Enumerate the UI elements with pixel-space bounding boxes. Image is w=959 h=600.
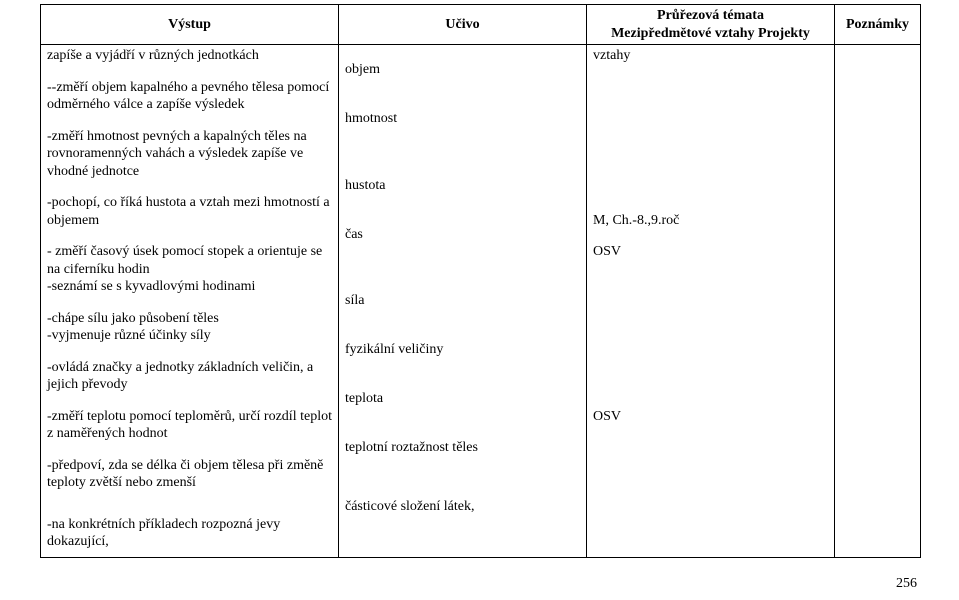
spacer xyxy=(593,118,828,128)
ucivo-item: hmotnost xyxy=(345,110,580,163)
cross-item xyxy=(593,359,828,394)
spacer xyxy=(345,167,580,177)
ucivo-item: teplotní roztažnost těles xyxy=(345,439,580,474)
spacer xyxy=(593,349,828,359)
vystup-item: - změří časový úsek pomocí stopek a orie… xyxy=(47,243,332,296)
spacer xyxy=(47,184,332,194)
ucivo-item: částicové složení látek, xyxy=(345,498,580,533)
spacer xyxy=(47,398,332,408)
spacer xyxy=(345,51,580,61)
spacer xyxy=(345,282,580,292)
cross-item xyxy=(593,457,828,492)
vystup-item: -na konkrétních příkladech rozpozná jevy… xyxy=(47,516,332,551)
spacer xyxy=(47,118,332,128)
vystup-item: -změří hmotnost pevných a kapalných těle… xyxy=(47,128,332,181)
spacer xyxy=(47,349,332,359)
cross-item: OSV xyxy=(593,243,828,296)
spacer xyxy=(593,506,828,516)
page-number: 256 xyxy=(896,576,917,592)
cross-item: M, Ch.-8.,9.roč xyxy=(593,194,828,229)
cell-cross: vztahy M, Ch.-8.,9.roč OSV OSV xyxy=(587,45,835,558)
spacer xyxy=(345,331,580,341)
cross-item xyxy=(593,310,828,345)
ucivo-item: teplota xyxy=(345,390,580,425)
cell-ucivo: objem hmotnost hustota čas síla fyzikáln… xyxy=(339,45,587,558)
spacer xyxy=(345,216,580,226)
spacer xyxy=(593,398,828,408)
cell-notes xyxy=(835,45,921,558)
table-header: Výstup Učivo Průřezová témata Mezipředmě… xyxy=(41,5,921,45)
vystup-item: --změří objem kapalného a pevného tělesa… xyxy=(47,79,332,114)
vystup-item: -změří teplotu pomocí teploměrů, určí ro… xyxy=(47,408,332,443)
ucivo-item: čas xyxy=(345,226,580,279)
cross-item: OSV xyxy=(593,408,828,443)
spacer xyxy=(47,69,332,79)
spacer xyxy=(47,506,332,516)
spacer xyxy=(47,233,332,243)
cross-item xyxy=(593,516,828,551)
spacer xyxy=(345,100,580,110)
vystup-item: -pochopí, co říká hustota a vztah mezi h… xyxy=(47,194,332,229)
col-header-vystup: Výstup xyxy=(41,5,339,45)
vystup-item: -ovládá značky a jednotky základních vel… xyxy=(47,359,332,394)
vystup-item: -předpoví, zda se délka či objem tělesa … xyxy=(47,457,332,492)
curriculum-table: Výstup Učivo Průřezová témata Mezipředmě… xyxy=(40,4,921,558)
spacer xyxy=(345,488,580,498)
spacer xyxy=(47,496,332,506)
spacer xyxy=(345,429,580,439)
spacer xyxy=(593,184,828,194)
cell-vystup: zapíše a vyjádří v různých jednotkách --z… xyxy=(41,45,339,558)
spacer xyxy=(593,447,828,457)
ucivo-item: fyzikální veličiny xyxy=(345,341,580,376)
ucivo-item: hustota xyxy=(345,177,580,212)
col-header-notes: Poznámky xyxy=(835,5,921,45)
spacer xyxy=(47,300,332,310)
spacer xyxy=(47,447,332,457)
page: Výstup Učivo Průřezová témata Mezipředmě… xyxy=(0,4,959,600)
spacer xyxy=(593,300,828,310)
col-header-cross-line1: Průřezová témata xyxy=(593,7,828,25)
ucivo-item: objem xyxy=(345,61,580,96)
cross-item xyxy=(593,128,828,181)
spacer xyxy=(345,478,580,488)
spacer xyxy=(345,380,580,390)
ucivo-item: síla xyxy=(345,292,580,327)
spacer xyxy=(593,69,828,79)
cross-item: vztahy xyxy=(593,47,828,65)
cross-item xyxy=(593,79,828,114)
col-header-ucivo: Učivo xyxy=(339,5,587,45)
vystup-item: -chápe sílu jako působení těles-vyjmenuj… xyxy=(47,310,332,345)
spacer xyxy=(593,496,828,506)
spacer xyxy=(593,233,828,243)
col-header-cross: Průřezová témata Mezipředmětové vztahy P… xyxy=(587,5,835,45)
col-header-cross-line2: Mezipředmětové vztahy Projekty xyxy=(593,25,828,43)
vystup-item: zapíše a vyjádří v různých jednotkách xyxy=(47,47,332,65)
